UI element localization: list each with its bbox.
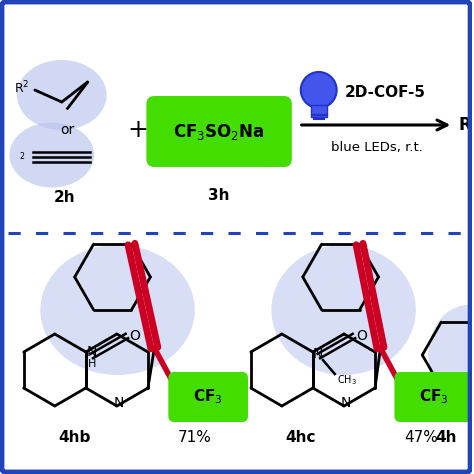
Text: N: N	[341, 396, 351, 410]
Text: or: or	[61, 123, 75, 137]
Text: $_2$: $_2$	[19, 151, 25, 163]
FancyBboxPatch shape	[168, 372, 248, 422]
Text: 2D-COF-5: 2D-COF-5	[345, 84, 426, 100]
Text: R: R	[458, 116, 471, 134]
Text: CF$_3$: CF$_3$	[193, 388, 223, 406]
Text: N: N	[87, 345, 97, 359]
Text: O: O	[129, 329, 140, 343]
FancyBboxPatch shape	[394, 372, 474, 422]
Ellipse shape	[17, 60, 107, 130]
Text: O: O	[356, 329, 367, 343]
Text: CH$_3$: CH$_3$	[337, 373, 357, 387]
Circle shape	[301, 72, 337, 108]
FancyBboxPatch shape	[146, 96, 292, 167]
Text: R$^2$: R$^2$	[14, 80, 29, 96]
Text: blue LEDs, r.t.: blue LEDs, r.t.	[330, 142, 422, 155]
Text: 2h: 2h	[54, 190, 75, 204]
Ellipse shape	[9, 122, 94, 188]
Ellipse shape	[40, 245, 195, 375]
Text: 47%: 47%	[404, 430, 438, 446]
Text: N: N	[313, 347, 323, 361]
Text: CF$_3$SO$_2$Na: CF$_3$SO$_2$Na	[173, 122, 265, 142]
Text: 71%: 71%	[177, 430, 211, 446]
FancyBboxPatch shape	[311, 105, 327, 117]
Ellipse shape	[428, 305, 474, 405]
Text: H: H	[88, 359, 96, 369]
Text: 3h: 3h	[209, 188, 230, 202]
Text: 4hc: 4hc	[285, 430, 316, 446]
Text: 4h: 4h	[436, 430, 457, 446]
Text: 4hb: 4hb	[58, 430, 91, 446]
Text: CF$_3$: CF$_3$	[419, 388, 449, 406]
Text: +: +	[127, 118, 148, 142]
Text: N: N	[114, 396, 124, 410]
Ellipse shape	[272, 245, 416, 375]
